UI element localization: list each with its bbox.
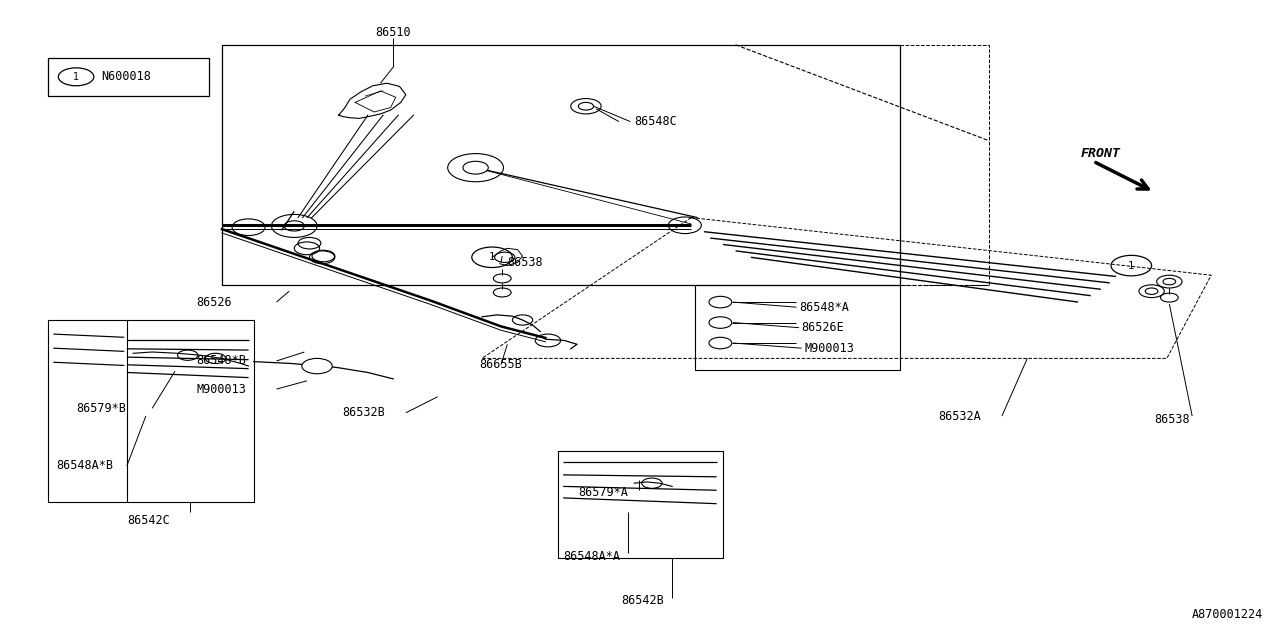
Circle shape [302,358,333,374]
Text: 86579*B: 86579*B [76,402,125,415]
Text: N600018: N600018 [101,70,151,83]
Text: 86526: 86526 [197,296,232,308]
Text: 86538: 86538 [1155,413,1189,426]
Text: 86655B: 86655B [480,358,522,371]
Text: 86526E: 86526E [801,321,845,334]
Text: 86548*A: 86548*A [799,301,849,314]
Text: 86538: 86538 [507,256,543,269]
Text: 1: 1 [1128,260,1134,271]
Text: M900013: M900013 [804,342,854,355]
Text: 86532B: 86532B [343,406,385,419]
Text: 86542C: 86542C [127,515,169,527]
Text: M900013: M900013 [197,383,247,396]
Circle shape [1146,288,1158,294]
Text: 86548C: 86548C [634,115,677,128]
Text: 1: 1 [73,72,79,82]
Text: 86548*B: 86548*B [197,355,247,367]
Text: A870001224: A870001224 [1192,608,1263,621]
Text: 86548A*B: 86548A*B [56,460,113,472]
Text: 1: 1 [489,252,495,262]
Text: 86542B: 86542B [622,594,664,607]
Text: 86532A: 86532A [938,410,982,422]
Circle shape [1164,278,1176,285]
Text: 86579*A: 86579*A [579,486,628,499]
Circle shape [463,161,488,174]
Circle shape [579,102,594,110]
Text: 86548A*A: 86548A*A [563,550,620,563]
Text: FRONT: FRONT [1080,147,1120,160]
Text: 86510: 86510 [375,26,411,38]
